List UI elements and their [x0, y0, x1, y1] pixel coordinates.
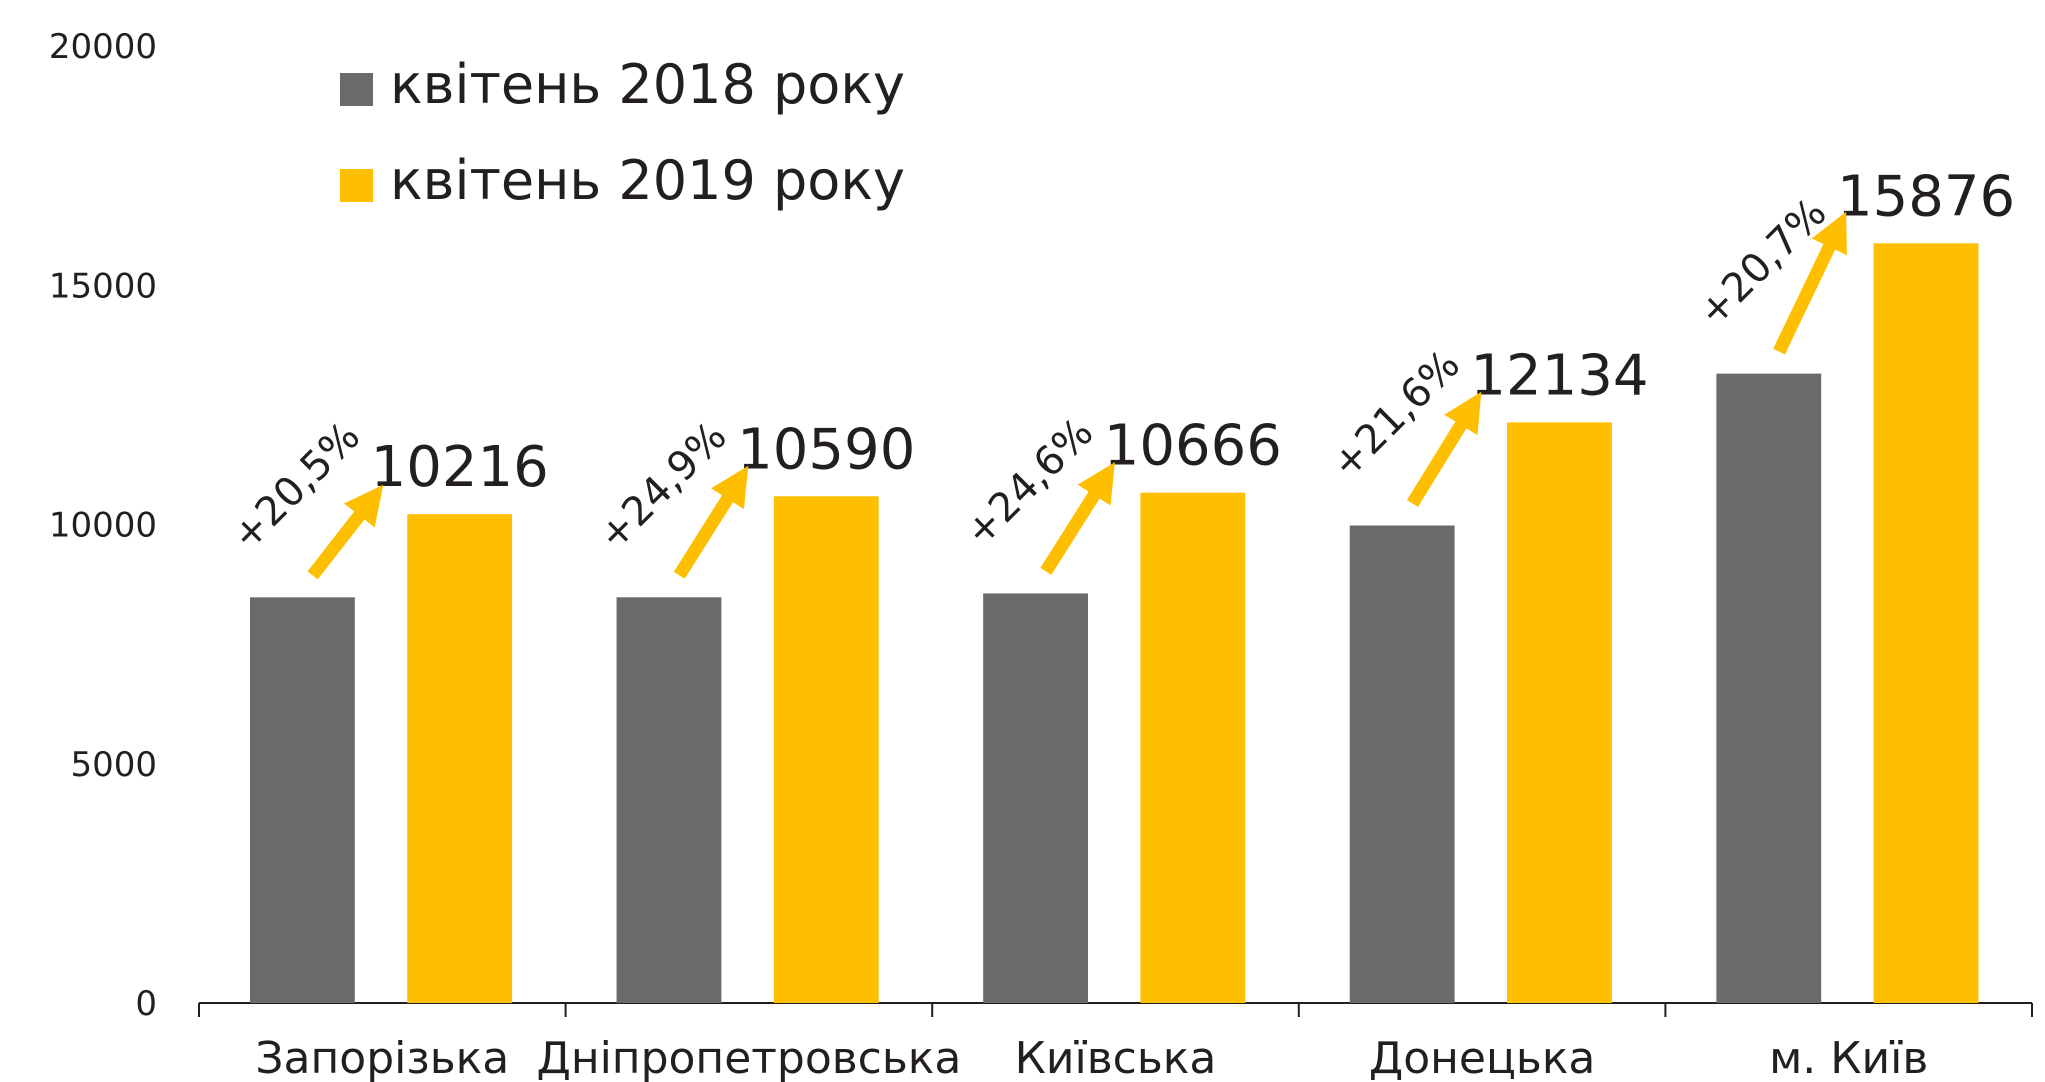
- legend-swatch: [340, 73, 373, 106]
- bar: [1507, 422, 1612, 1004]
- bar: [1873, 243, 1979, 1004]
- legend-label: квітень 2019 року: [390, 149, 905, 212]
- bar: [249, 597, 355, 1003]
- value-label: 15876: [1837, 164, 2015, 229]
- bar: [1349, 525, 1455, 1003]
- x-tick-label: Дніпропетровська: [536, 1033, 961, 1082]
- growth-arrow: [673, 465, 749, 579]
- growth-arrow: [1040, 462, 1115, 575]
- bar: [773, 496, 879, 1003]
- bar: [1716, 373, 1822, 1004]
- value-label: 10666: [1104, 414, 1282, 479]
- bar: [1140, 492, 1246, 1003]
- value-label: 10590: [737, 417, 915, 482]
- bar: [983, 593, 1089, 1003]
- bar: [616, 597, 722, 1003]
- y-tick-label: 20000: [49, 27, 157, 67]
- y-tick-label: 10000: [49, 506, 157, 546]
- growth-label: +24,9%: [590, 413, 736, 559]
- y-tick-label: 5000: [70, 745, 157, 785]
- x-tick-label: Донецька: [1369, 1033, 1596, 1082]
- legend-swatch: [340, 169, 373, 202]
- x-tick-label: Запорізька: [255, 1033, 509, 1082]
- growth-label: +24,6%: [956, 409, 1102, 555]
- value-label: 10216: [371, 435, 549, 500]
- x-tick-label: м. Київ: [1769, 1033, 1928, 1082]
- legend-label: квітень 2018 року: [390, 53, 905, 116]
- growth-label: +20,7%: [1689, 190, 1835, 336]
- y-tick-label: 15000: [49, 266, 157, 306]
- growth-arrow: [1773, 211, 1847, 355]
- y-tick-label: 0: [135, 984, 157, 1024]
- bar: [407, 514, 513, 1003]
- x-tick-label: Київська: [1015, 1033, 1217, 1082]
- growth-arrow: [307, 484, 384, 580]
- growth-label: +21,6%: [1323, 341, 1469, 487]
- growth-arrow: [1406, 391, 1482, 507]
- value-label: 12134: [1470, 343, 1648, 408]
